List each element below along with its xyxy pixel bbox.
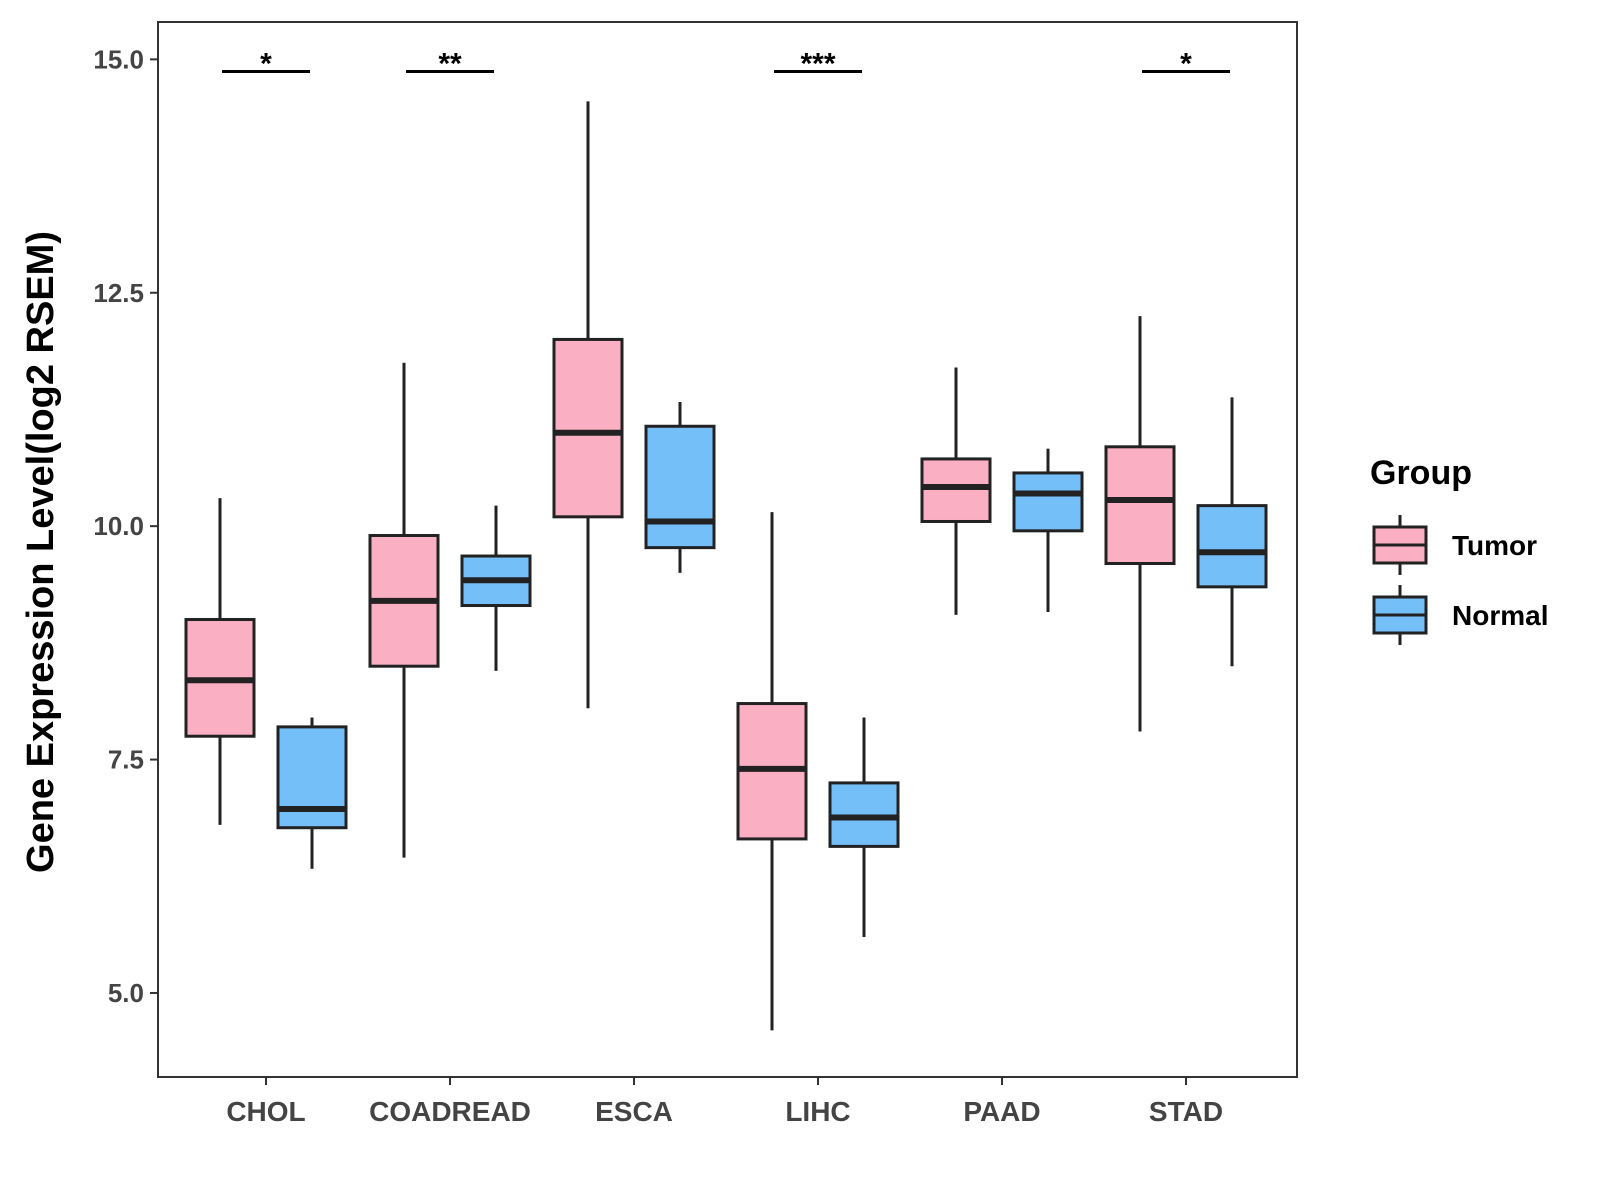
tumor-box-chol	[184, 498, 256, 825]
significance-annotations: * ** *** *	[222, 47, 1230, 80]
x-tick-label: PAAD	[963, 1096, 1040, 1127]
normal-box-chol	[276, 717, 348, 869]
y-tick-label: 7.5	[108, 745, 144, 775]
y-tick-label: 12.5	[93, 278, 144, 308]
significance-label: *	[260, 47, 272, 80]
box-series	[184, 101, 1268, 1031]
legend-item-tumor: Tumor	[1372, 515, 1537, 575]
box-body	[552, 337, 624, 519]
box-body	[920, 457, 992, 523]
box-body	[644, 424, 716, 550]
significance-label: *	[1180, 47, 1192, 80]
plot-panel	[157, 21, 1298, 1078]
x-tick-label: CHOL	[226, 1096, 305, 1127]
normal-box-paad	[1012, 448, 1084, 613]
x-tick-label: LIHC	[785, 1096, 850, 1127]
box-body	[1196, 504, 1268, 589]
panel-border	[157, 21, 1298, 1078]
tumor-box-lihc	[736, 512, 808, 1031]
legend-item-normal: Normal	[1372, 585, 1548, 645]
tumor-box-paad	[920, 367, 992, 615]
box-body	[1104, 445, 1176, 566]
tumor-box-coadread	[368, 362, 440, 858]
box-body	[276, 725, 348, 830]
y-axis-title: Gene Expression Level(log2 RSEM)	[20, 231, 62, 873]
box-body	[1012, 471, 1084, 533]
normal-box-stad	[1196, 397, 1268, 667]
legend: Group Tumor Normal	[1370, 454, 1548, 645]
y-tick-label: 10.0	[93, 511, 144, 541]
normal-box-coadread	[460, 505, 532, 671]
legend-label: Normal	[1452, 600, 1548, 631]
tumor-box-stad	[1104, 316, 1176, 732]
significance-label: ***	[800, 47, 835, 80]
y-tick-label: 5.0	[108, 978, 144, 1008]
y-tick-label: 15.0	[93, 44, 144, 74]
x-tick-label: STAD	[1149, 1096, 1223, 1127]
x-tick-label: COADREAD	[369, 1096, 531, 1127]
x-axis: CHOL COADREAD ESCA LIHC PAAD STAD	[226, 1077, 1223, 1127]
normal-box-lihc	[828, 717, 900, 937]
y-axis: 5.0 7.5 10.0 12.5 15.0	[93, 44, 158, 1008]
legend-title: Group	[1370, 454, 1472, 492]
x-tick-label: ESCA	[595, 1096, 673, 1127]
tumor-box-esca	[552, 101, 624, 709]
legend-label: Tumor	[1452, 530, 1537, 561]
significance-label: **	[438, 47, 462, 80]
normal-box-esca	[644, 401, 716, 573]
